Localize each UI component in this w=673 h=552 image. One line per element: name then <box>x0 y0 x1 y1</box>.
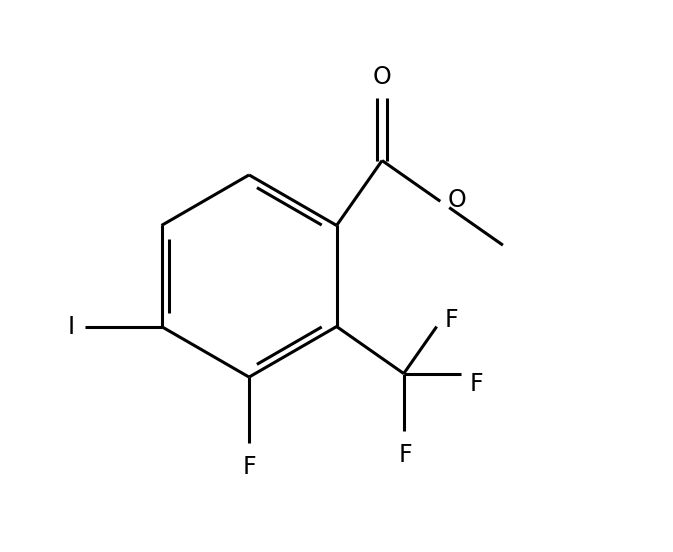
Text: F: F <box>469 373 483 396</box>
Text: F: F <box>445 308 458 332</box>
Text: F: F <box>242 455 256 479</box>
Text: I: I <box>68 315 75 338</box>
Text: O: O <box>373 65 392 89</box>
Text: O: O <box>448 188 466 211</box>
Text: F: F <box>398 443 412 467</box>
